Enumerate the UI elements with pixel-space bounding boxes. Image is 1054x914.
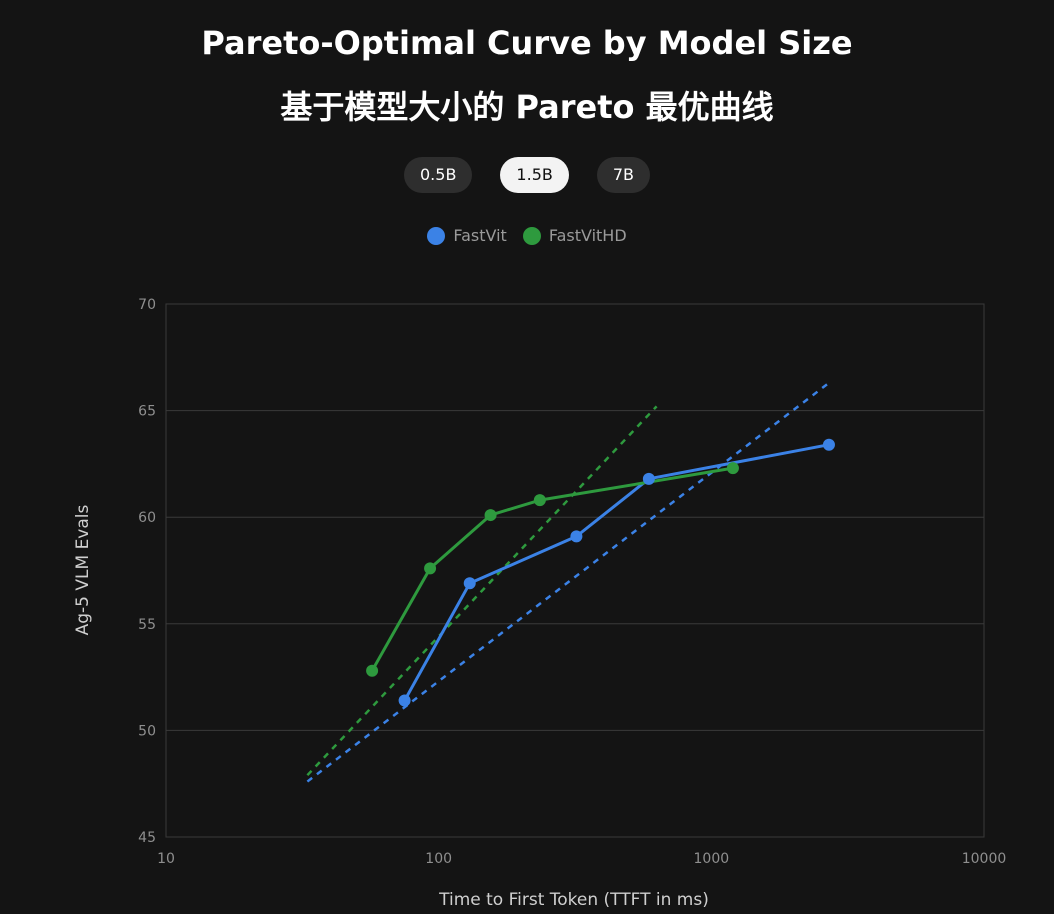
chart-subtitle: 基于模型大小的 Pareto 最优曲线 (280, 88, 774, 126)
legend-item-fastvit[interactable]: FastVit (427, 226, 507, 245)
tab-7b[interactable]: 7B (596, 157, 650, 193)
grid-layer (165, 303, 985, 838)
y-tick-label: 50 (138, 723, 156, 739)
data-point-fastvithd (366, 664, 379, 677)
chart-legend: FastVit FastVitHD (0, 226, 1054, 245)
x-axis-label: Time to First Token (TTFT in ms) (438, 890, 709, 910)
series-lines (370, 443, 831, 703)
series-line-fastvit (403, 443, 831, 703)
data-points (366, 438, 835, 707)
data-point-fastvithd (424, 562, 437, 575)
data-point-fastvit (822, 438, 835, 451)
trend-lines (306, 381, 830, 783)
legend-marker-fastvit (427, 226, 446, 245)
tab-1-5b[interactable]: 1.5B (500, 157, 569, 193)
trend-line-fastvit (306, 381, 830, 783)
y-axis-label: Ag-5 VLM Evals (73, 504, 93, 635)
model-size-tabs: 0.5B 1.5B 7B (0, 157, 1054, 193)
x-tick-label: 1000 (694, 851, 730, 867)
x-tick-label: 10 (157, 851, 175, 867)
x-tick-label: 10000 (962, 851, 1007, 867)
legend-label-fastvithd: FastVitHD (548, 226, 627, 245)
y-tick-label: 70 (138, 297, 156, 313)
legend-label-fastvit: FastVit (453, 226, 507, 245)
data-point-fastvit (463, 577, 476, 590)
y-tick-label: 45 (138, 830, 156, 846)
data-point-fastvit (642, 472, 655, 485)
data-point-fastvit (398, 694, 411, 707)
plot-frame (165, 303, 985, 838)
y-tick-label: 55 (138, 617, 156, 633)
tick-labels: 45 50 55 60 65 70 10 100 1000 10000 (138, 297, 1006, 867)
tab-0-5b[interactable]: 0.5B (404, 157, 473, 193)
chart-title: Pareto-Optimal Curve by Model Size (201, 24, 853, 62)
y-tick-label: 60 (138, 510, 156, 526)
trend-line-fastvithd (306, 405, 658, 777)
y-tick-label: 65 (138, 404, 156, 420)
legend-item-fastvithd[interactable]: FastVitHD (522, 226, 627, 245)
legend-marker-fastvithd (522, 226, 541, 245)
data-point-fastvithd (484, 509, 497, 522)
data-point-fastvithd (533, 494, 546, 507)
data-point-fastvithd (726, 462, 739, 475)
x-tick-label: 100 (425, 851, 452, 867)
data-point-fastvit (570, 530, 583, 543)
